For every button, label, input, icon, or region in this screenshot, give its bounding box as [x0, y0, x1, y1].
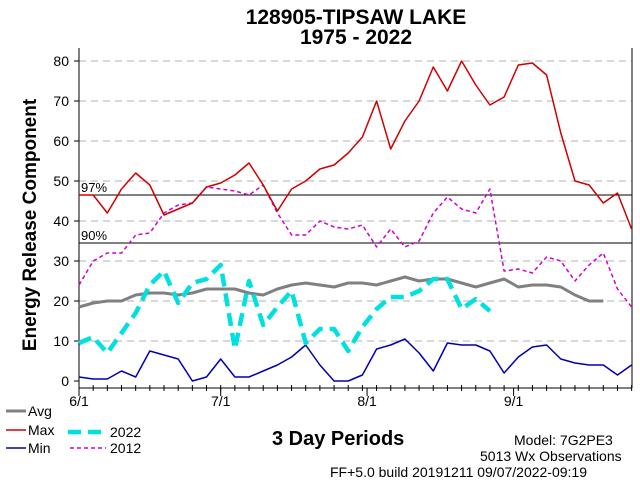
y-tick-label-70: 70 [53, 93, 69, 109]
chart-title-line2: 1975 - 2022 [299, 26, 413, 49]
axes: 0 10 20 30 40 50 60 70 80 6/1 7/1 8/1 9/1 [53, 48, 633, 409]
observations-info: 5013 Wx Observations [480, 448, 622, 464]
percentile-label-97: 97% [81, 180, 107, 195]
series-line-min [78, 338, 633, 382]
x-axis-label: 3 Day Periods [272, 428, 405, 450]
y-tick-label-20: 20 [53, 293, 69, 309]
series-lines [78, 60, 633, 382]
legend-min-label: Min [28, 440, 51, 456]
y-tick-label-10: 10 [53, 333, 69, 349]
x-tick-label: 8/1 [357, 393, 377, 409]
x-tick-label: 6/1 [69, 393, 89, 409]
chart-title-line1: 128905-TIPSAW LAKE [245, 6, 467, 29]
legend-2012-label: 2012 [110, 440, 142, 456]
y-axis-label: Energy Release Component [20, 98, 41, 352]
series-line-max [79, 60, 633, 230]
grid-lines [79, 60, 632, 342]
y-tick-label-60: 60 [53, 133, 69, 149]
legend-max-label: Max [28, 422, 55, 438]
series-line-y2012 [78, 184, 633, 308]
model-info: Model: 7G2PE3 [514, 432, 613, 448]
series-line-y2022 [78, 262, 492, 356]
build-info: FF+5.0 build 20191211 09/07/2022-09:19 [330, 464, 588, 480]
legend-swatches [6, 409, 106, 449]
percentile-lines: 97% 90% [79, 180, 632, 244]
y-tick-label-80: 80 [53, 53, 69, 69]
series-line-avg [78, 275, 604, 309]
percentile-label-90: 90% [81, 228, 107, 243]
y-tick-label-40: 40 [53, 213, 69, 229]
y-tick-label-50: 50 [53, 173, 69, 189]
legend-avg-label: Avg [28, 403, 52, 419]
y-tick-label-0: 0 [61, 373, 69, 389]
y-axis-label-wrap: Energy Release Component [20, 99, 272, 351]
y-tick-label-30: 30 [53, 253, 69, 269]
x-tick-label: 7/1 [211, 393, 231, 409]
legend-2022-label: 2022 [110, 424, 142, 440]
x-tick-label: 9/1 [504, 393, 524, 409]
